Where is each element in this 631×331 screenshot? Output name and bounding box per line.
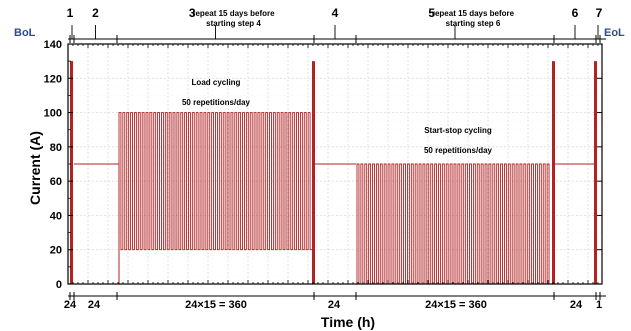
- y-tick-label: 60: [50, 176, 62, 188]
- end-label-eol: EoL: [604, 27, 625, 39]
- x-axis-title: Time (h): [321, 314, 375, 330]
- pulse-step-7: [594, 61, 597, 285]
- pulse-step-1: [70, 61, 73, 285]
- duration-label: 24: [328, 299, 341, 311]
- y-tick-label: 120: [44, 73, 62, 85]
- step-number-4: 4: [332, 6, 339, 20]
- step-note-5: starting step 6: [446, 19, 501, 28]
- y-tick-label: 80: [50, 142, 62, 154]
- duration-label: 24×15 = 360: [425, 299, 487, 311]
- y-tick-label: 140: [44, 39, 62, 51]
- annotation-line: Load cycling: [192, 78, 241, 87]
- current-trace: [70, 61, 597, 285]
- y-tick-label: 100: [44, 108, 62, 120]
- start-stop-cycling-step-5: [356, 163, 551, 285]
- step-number-2: 2: [92, 6, 99, 20]
- step-note-3: starting step 4: [206, 19, 261, 28]
- pulse-step-4: [312, 61, 315, 285]
- annotations: Load cycling 50 repetitions/day Start-stop…: [182, 78, 493, 155]
- step-number-1: 1: [67, 6, 74, 20]
- y-tick-label: 0: [56, 279, 62, 291]
- start-label-bol: BoL: [14, 27, 36, 39]
- duration-label: 24: [64, 299, 77, 311]
- y-tick-label: 20: [50, 245, 62, 257]
- duration-label: 1: [596, 299, 602, 311]
- step-note-5: repeat 15 days before: [432, 9, 515, 18]
- annotation-line: 50 repetitions/day: [424, 146, 493, 155]
- duration-label: 24: [88, 299, 101, 311]
- annotation-line: 50 repetitions/day: [182, 98, 251, 107]
- step-number-7: 7: [596, 6, 603, 20]
- step-number-6: 6: [572, 6, 579, 20]
- duration-timeline: 24 24 24×15 = 360 24 24×15 = 360 24 1: [64, 292, 606, 311]
- step-number-5: 5: [428, 6, 435, 20]
- y-axis-title: Current (A): [27, 131, 43, 205]
- pulse-step-6: [552, 61, 555, 285]
- y-tick-label: 40: [50, 210, 62, 222]
- load-cycling-step-3: [118, 112, 312, 251]
- duration-label: 24: [570, 299, 583, 311]
- duration-label: 24×15 = 360: [185, 299, 247, 311]
- step-note-3: repeat 15 days before: [192, 9, 275, 18]
- annotation-line: Start-stop cycling: [424, 126, 492, 135]
- y-axis: 0 20 40 60 80 100 120 140: [44, 39, 602, 291]
- step-number-3: 3: [189, 6, 196, 20]
